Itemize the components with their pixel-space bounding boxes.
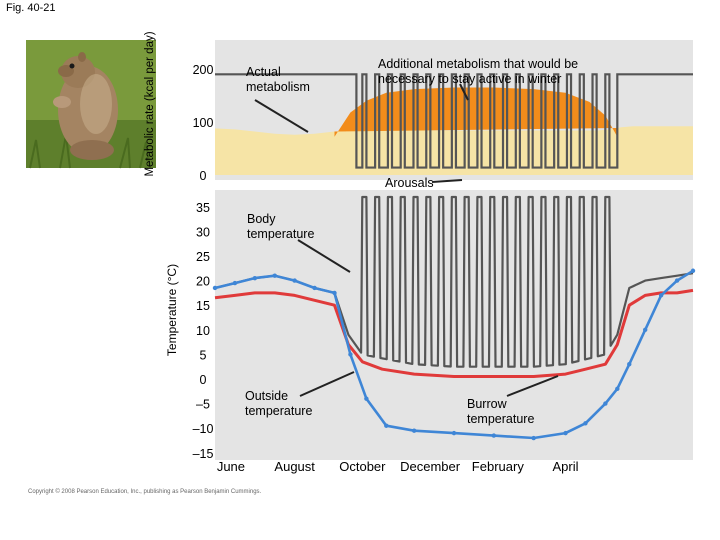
temperature-panel-background bbox=[215, 190, 693, 460]
outside-temperature-label-line-2: temperature bbox=[245, 404, 312, 418]
temperature-ticks: 35 30 25 20 15 10 5 0 –5 –10 –15 bbox=[193, 201, 214, 461]
month-label: April bbox=[553, 459, 579, 474]
figure-label: Fig. 40-21 bbox=[6, 2, 56, 14]
copyright-notice: Copyright © 2008 Pearson Education, Inc.… bbox=[28, 489, 262, 495]
outside-temperature-label: Outside temperature bbox=[245, 389, 312, 418]
temperature-tick-label: 35 bbox=[196, 201, 210, 215]
body-temperature-line bbox=[214, 195, 694, 368]
metabolic-rate-axis-label: Metabolic rate (kcal per day) bbox=[144, 31, 156, 176]
outside-temperature-point bbox=[348, 352, 353, 357]
outside-temperature-markers bbox=[212, 268, 696, 441]
temperature-tick-label: 20 bbox=[196, 275, 210, 289]
outside-temperature-point bbox=[491, 433, 497, 438]
outside-temperature-point bbox=[563, 430, 568, 436]
outside-temperature-point bbox=[531, 435, 536, 441]
additional-metabolism-label-line-2: necessary to stay active in winter bbox=[378, 72, 561, 86]
arousal-metabolism-spikes bbox=[215, 73, 693, 169]
month-label: December bbox=[400, 459, 461, 474]
metabolic-tick-label: 100 bbox=[193, 116, 214, 130]
month-label: February bbox=[472, 459, 525, 474]
burrow-temperature-line bbox=[214, 288, 694, 378]
outside-temperature-point bbox=[312, 285, 317, 291]
outside-temperature-point bbox=[643, 327, 648, 332]
additional-metabolism-label-line-1: Additional metabolism that would be bbox=[378, 57, 578, 71]
outside-temperature-point bbox=[615, 386, 620, 392]
temperature-axis-label: Temperature (°C) bbox=[165, 264, 179, 356]
temperature-tick-label: –15 bbox=[193, 447, 214, 461]
temperature-tick-label: 10 bbox=[196, 324, 210, 338]
outside-temperature-point bbox=[627, 362, 632, 367]
metabolic-tick-label: 0 bbox=[200, 169, 207, 183]
temperature-tick-label: 0 bbox=[200, 373, 207, 387]
temperature-tick-label: 5 bbox=[200, 348, 207, 362]
outside-temperature-point bbox=[212, 285, 218, 291]
burrow-temperature-label: Burrow temperature bbox=[467, 397, 534, 426]
body-temperature-pointer bbox=[297, 239, 351, 273]
outside-temperature-point bbox=[252, 275, 258, 281]
month-label: June bbox=[217, 459, 245, 474]
actual-metabolism-label: Actual metabolism bbox=[246, 65, 310, 94]
burrow-temperature-label-line-2: temperature bbox=[467, 412, 534, 426]
metabolic-rate-ticks: 0 100 200 bbox=[193, 63, 214, 183]
burrow-temperature-label-line-1: Burrow bbox=[467, 397, 508, 411]
temperature-tick-label: 15 bbox=[196, 299, 210, 313]
outside-temperature-point bbox=[603, 401, 608, 406]
body-temperature-label-line-2: temperature bbox=[247, 227, 314, 241]
outside-temperature-point bbox=[384, 423, 389, 428]
outside-temperature-point bbox=[411, 428, 417, 433]
additional-metabolism-pointer bbox=[459, 83, 469, 101]
actual-metabolism-label-line-1: Actual bbox=[246, 65, 281, 79]
outside-temperature-label-line-1: Outside bbox=[245, 389, 288, 403]
outside-temperature-point bbox=[232, 280, 238, 286]
body-temperature-label: Body temperature bbox=[247, 212, 314, 241]
ground-squirrel-photo bbox=[26, 40, 156, 169]
actual-metabolism-label-line-2: metabolism bbox=[246, 80, 310, 94]
actual-metabolism-pointer bbox=[254, 99, 309, 133]
outside-temperature-point bbox=[332, 290, 337, 296]
outside-temperature-point bbox=[583, 421, 588, 426]
outside-temperature-point bbox=[292, 278, 297, 283]
body-temperature-label-line-1: Body bbox=[247, 212, 276, 226]
temperature-tick-label: 25 bbox=[196, 250, 210, 264]
additional-metabolism-label: Additional metabolism that would be nece… bbox=[378, 57, 582, 86]
month-tick-labels: June August October December February April bbox=[217, 459, 579, 474]
outside-temperature-point bbox=[674, 278, 680, 283]
outside-temperature-point bbox=[658, 293, 664, 298]
temperature-tick-label: 30 bbox=[196, 225, 210, 239]
actual-metabolism-area bbox=[215, 126, 693, 175]
outside-temperature-pointer bbox=[299, 371, 355, 397]
outside-temperature-point bbox=[272, 273, 277, 278]
month-label: August bbox=[274, 459, 315, 474]
month-label: October bbox=[339, 459, 386, 474]
outside-temperature-point bbox=[364, 396, 369, 401]
arousals-pointer bbox=[431, 179, 463, 183]
temperature-tick-label: –10 bbox=[193, 422, 214, 436]
burrow-temperature-pointer bbox=[506, 375, 559, 397]
metabolic-tick-label: 200 bbox=[193, 63, 214, 77]
outside-temperature-point bbox=[451, 430, 457, 436]
arousals-label: Arousals bbox=[385, 176, 434, 190]
outside-temperature-point bbox=[690, 268, 696, 273]
temperature-tick-label: –5 bbox=[196, 398, 210, 412]
